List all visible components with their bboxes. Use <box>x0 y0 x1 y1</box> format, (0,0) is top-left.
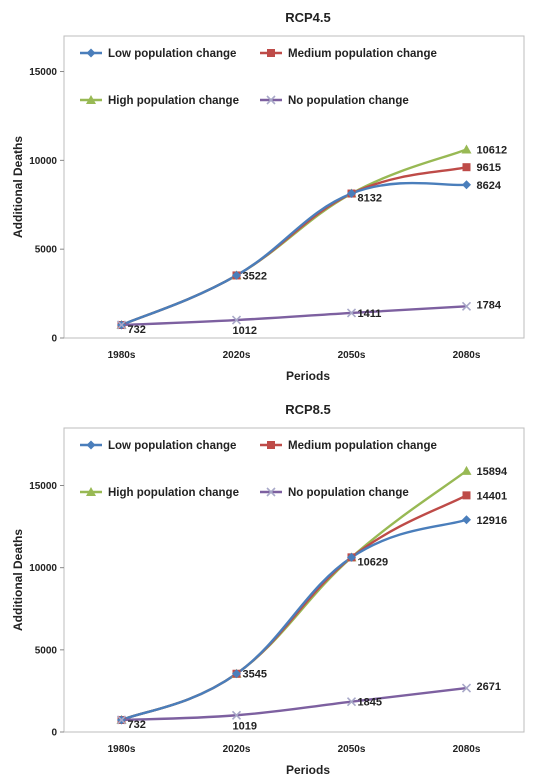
legend-label: Medium population change <box>288 440 437 452</box>
x-tick-label: 2020s <box>223 744 251 755</box>
legend-label: Medium population change <box>288 48 437 60</box>
data-label: 1411 <box>358 308 382 320</box>
x-tick-label: 2050s <box>338 350 366 361</box>
legend-marker <box>267 49 275 57</box>
legend-marker <box>266 95 276 105</box>
data-label: 2671 <box>477 681 501 693</box>
x-tick-label: 2080s <box>453 744 481 755</box>
data-label: 10629 <box>358 556 389 568</box>
data-label: 15894 <box>477 466 508 478</box>
data-label: 1012 <box>233 325 257 337</box>
data-label: 1784 <box>477 299 502 311</box>
y-tick-label: 10000 <box>29 563 57 574</box>
plot-area <box>63 427 525 733</box>
series-line-0 <box>121 181 467 327</box>
chart-title: RCP8.5 <box>285 402 331 417</box>
chart-title: RCP4.5 <box>285 10 331 25</box>
legend-item-3: No population change <box>260 487 409 499</box>
legend-item-1: Medium population change <box>260 440 437 452</box>
data-label: 3545 <box>243 669 267 681</box>
legend-item-2: High population change <box>80 95 239 107</box>
legend-label: High population change <box>108 487 239 499</box>
data-point-1-3 <box>462 491 471 500</box>
y-tick-label: 0 <box>51 728 57 739</box>
chart-rcp85: RCP8.5 0 5000 10000 15000 1980s 2020s 2050s 2080… <box>0 392 537 782</box>
y-tick-label: 5000 <box>35 645 58 656</box>
data-point-0-1 <box>232 669 241 679</box>
data-point-3-2 <box>346 697 357 707</box>
x-tick-label: 2020s <box>223 350 251 361</box>
data-point-0-2 <box>347 189 356 199</box>
data-point-1-3 <box>462 163 471 172</box>
data-label: 1019 <box>233 720 257 732</box>
x-axis-label: Periods <box>286 763 330 777</box>
y-tick-label: 15000 <box>29 67 57 78</box>
chart-rcp45: RCP4.5 0 5000 10000 15000 1980s 2020s 2050s 2080… <box>0 0 537 390</box>
data-point-3-1 <box>231 315 242 325</box>
series-line-3 <box>121 686 467 722</box>
y-tick-label: 5000 <box>35 245 58 256</box>
legend-marker <box>86 487 96 496</box>
data-label: 732 <box>128 719 146 731</box>
data-point-3-3 <box>461 683 472 693</box>
x-tick-label: 1980s <box>108 744 136 755</box>
series-line-3 <box>121 305 467 327</box>
data-point-0-2 <box>347 552 356 562</box>
data-point-2-3 <box>461 465 472 475</box>
legend-marker <box>86 48 96 58</box>
data-label: 10612 <box>477 144 508 156</box>
data-label: 3522 <box>243 270 267 282</box>
legend-label: No population change <box>288 487 409 499</box>
legend-label: Low population change <box>108 440 236 452</box>
legend-item-0: Low population change <box>80 440 236 452</box>
data-label: 8624 <box>477 180 502 192</box>
data-point-3-0 <box>116 320 127 330</box>
chart-rcp85-svg: RCP8.5 0 5000 10000 15000 1980s 2020s 2050s 2080… <box>11 402 525 777</box>
legend-label: No population change <box>288 95 409 107</box>
x-axis-label: Periods <box>286 369 330 383</box>
chart-rcp45-svg: RCP4.5 0 5000 10000 15000 1980s 2020s 2050s 2080… <box>11 10 525 383</box>
x-tick-label: 2050s <box>338 744 366 755</box>
legend-marker <box>86 95 96 104</box>
series-line-1 <box>121 494 468 722</box>
series-line-2 <box>121 469 468 722</box>
y-tick-label: 15000 <box>29 481 57 492</box>
data-label: 9615 <box>477 162 501 174</box>
y-tick-label: 0 <box>51 334 57 345</box>
data-point-0-1 <box>232 270 241 280</box>
data-label: 14401 <box>477 490 508 502</box>
data-point-3-3 <box>461 301 472 311</box>
data-label: 8132 <box>358 193 382 205</box>
legend-item-2: High population change <box>80 487 239 499</box>
y-tick-label: 10000 <box>29 156 57 167</box>
legend-label: High population change <box>108 95 239 107</box>
data-point-0-3 <box>462 180 471 190</box>
series-line-1 <box>121 166 467 327</box>
plot-area <box>63 35 525 339</box>
data-point-3-2 <box>346 308 357 318</box>
y-axis-label: Additional Deaths <box>11 529 25 631</box>
legend-marker <box>86 440 96 450</box>
data-point-0-3 <box>462 515 471 525</box>
x-tick-label: 2080s <box>453 350 481 361</box>
data-label: 732 <box>128 324 146 336</box>
legend-label: Low population change <box>108 48 236 60</box>
data-label: 1845 <box>358 697 382 709</box>
legend-marker <box>267 441 275 449</box>
data-point-3-0 <box>116 715 127 725</box>
data-label: 12916 <box>477 515 508 527</box>
legend-item-3: No population change <box>260 95 409 107</box>
x-tick-label: 1980s <box>108 350 136 361</box>
legend-item-1: Medium population change <box>260 48 437 60</box>
y-axis-label: Additional Deaths <box>11 136 25 238</box>
series-line-0 <box>121 518 467 722</box>
legend-item-0: Low population change <box>80 48 236 60</box>
data-point-2-3 <box>461 144 472 154</box>
data-point-3-1 <box>231 710 242 720</box>
legend-marker <box>266 487 276 497</box>
